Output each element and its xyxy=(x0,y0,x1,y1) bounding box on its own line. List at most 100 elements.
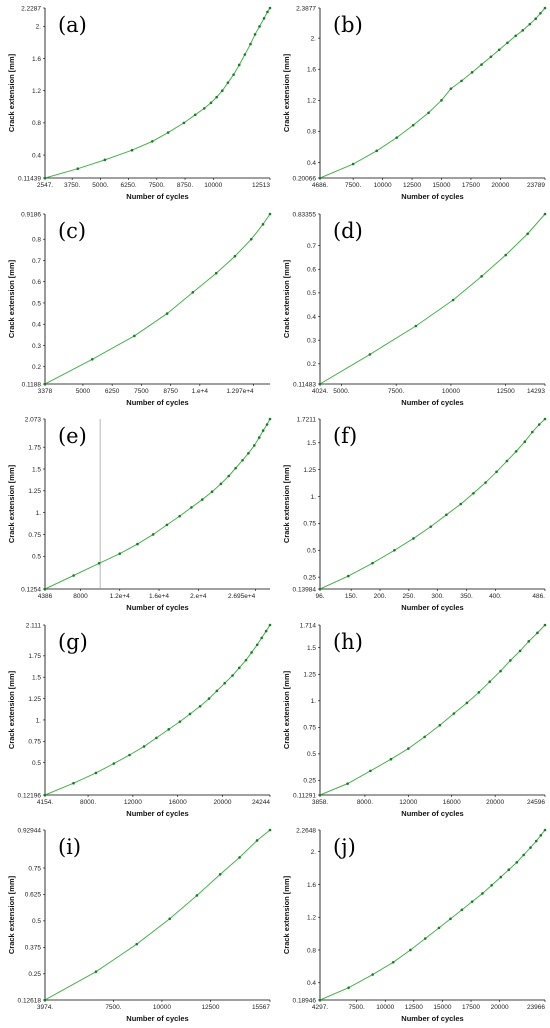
data-point xyxy=(470,71,474,74)
x-tick-label: 8000. xyxy=(357,799,373,806)
x-axis-title: Number of cycles xyxy=(401,809,463,818)
data-point xyxy=(427,111,430,115)
data-point xyxy=(518,649,522,653)
data-point xyxy=(521,29,525,32)
data-point xyxy=(527,639,531,643)
y-tick-label: 1.75 xyxy=(28,445,41,452)
x-axis-title: Number of cycles xyxy=(126,192,188,201)
x-tick-label: 24596 xyxy=(527,799,545,806)
x-tick-label: 12000 xyxy=(124,799,142,806)
x-tick-label: 12500 xyxy=(201,1004,219,1011)
y-tick-label: 0.4 xyxy=(32,152,41,159)
data-point xyxy=(460,79,463,83)
data-point xyxy=(346,574,350,578)
y-tick-label: 0.4 xyxy=(307,980,316,987)
x-tick-label: 23789 xyxy=(527,182,545,189)
y-tick-label: 1. xyxy=(36,510,42,517)
data-point xyxy=(534,17,538,21)
y-tick-label: 0.11439 xyxy=(18,175,41,182)
data-point xyxy=(543,417,547,421)
x-tick-label: 2.695e+4 xyxy=(228,593,256,600)
y-axis-title: Crack extension [mm] xyxy=(7,876,16,955)
series-line xyxy=(44,7,271,179)
x-tick-label: 1.6e+4 xyxy=(149,593,169,600)
data-point xyxy=(182,121,186,125)
data-point xyxy=(202,107,206,110)
data-point xyxy=(537,423,541,426)
data-point xyxy=(515,861,519,865)
data-point xyxy=(268,417,272,421)
x-tick-label: 1.297e+4 xyxy=(226,388,254,395)
x-tick-label: 17500 xyxy=(462,1004,480,1011)
y-axis-title: Crack extension [mm] xyxy=(7,53,16,132)
data-point xyxy=(168,917,172,921)
data-point xyxy=(260,636,263,640)
y-tick-label: 0.8 xyxy=(32,120,41,127)
x-tick-label: 3858. xyxy=(312,799,328,806)
data-point xyxy=(489,55,493,59)
data-point xyxy=(268,212,272,215)
y-axis-title: Crack extension [mm] xyxy=(282,670,291,749)
x-tick-label: 7500 xyxy=(134,388,149,395)
data-point xyxy=(346,782,349,785)
data-point xyxy=(514,450,518,453)
y-tick-label: 0.25 xyxy=(28,971,41,978)
data-point xyxy=(97,562,101,565)
y-tick-label: 0.83355 xyxy=(293,211,317,218)
data-point xyxy=(264,629,268,633)
y-tick-label: 1.6 xyxy=(307,882,316,889)
x-axis-title: Number of cycles xyxy=(126,603,188,612)
data-point xyxy=(395,136,399,139)
x-tick-label: 12513 xyxy=(252,182,270,189)
panel-label: (i) xyxy=(58,835,81,859)
y-tick-label: 1.5 xyxy=(307,440,316,447)
x-tick-label: 250. xyxy=(403,593,416,600)
data-point xyxy=(155,736,158,739)
panel-label: (d) xyxy=(333,219,363,243)
y-tick-label: 0.4 xyxy=(307,313,316,320)
y-tick-label: 0.2 xyxy=(307,361,316,368)
x-tick-label: 4024. xyxy=(312,388,328,395)
data-point xyxy=(347,986,350,990)
data-point xyxy=(351,162,355,166)
data-point xyxy=(214,271,218,275)
x-tick-label: 8000 xyxy=(73,593,88,600)
chart-panel: 0.18946 0.4 0.8 1.2 1.6 2. 2.2648 4297. 7500. 100… xyxy=(275,822,550,1028)
y-tick-label: 0.625 xyxy=(25,892,42,899)
data-point xyxy=(94,771,98,775)
y-tick-label: 2.2648 xyxy=(296,828,316,835)
data-point xyxy=(543,829,547,832)
y-tick-label: 2. xyxy=(311,35,317,42)
data-point xyxy=(440,99,443,102)
x-tick-label: 23966 xyxy=(527,1004,545,1011)
y-tick-label: 1.75 xyxy=(28,653,41,660)
y-tick-label: 2.2287 xyxy=(21,5,41,12)
y-tick-label: 0.5 xyxy=(307,751,316,758)
data-point xyxy=(252,444,256,447)
data-point xyxy=(318,382,322,385)
x-tick-label: 1.2e+4 xyxy=(110,593,130,600)
x-tick-label: 1.e+4 xyxy=(192,388,209,395)
y-tick-label: 2.073 xyxy=(25,416,42,423)
y-axis-title: Crack extension [mm] xyxy=(282,53,291,132)
x-tick-label: 4297. xyxy=(312,1004,328,1011)
y-tick-label: 1.2 xyxy=(32,88,41,95)
data-point xyxy=(437,926,441,930)
x-tick-label: 15000 xyxy=(432,182,450,189)
y-tick-label: 0.3 xyxy=(32,342,41,349)
data-point xyxy=(523,440,527,444)
data-point xyxy=(231,674,234,677)
data-point xyxy=(262,17,266,20)
data-point xyxy=(543,6,547,10)
y-tick-label: 0.75 xyxy=(303,724,316,731)
chart-panel: 0.11439 0.4 0.8 1.2 1.6 2. 2.2287 2547. 3750. 500… xyxy=(0,0,275,206)
x-tick-label: 24244 xyxy=(252,799,270,806)
data-point xyxy=(250,650,253,654)
data-point xyxy=(257,436,261,440)
x-tick-label: 10000 xyxy=(153,1004,171,1011)
y-tick-label: 0.11483 xyxy=(293,381,316,388)
y-tick-label: 1.25 xyxy=(303,467,316,474)
panel-label: (f) xyxy=(333,424,357,448)
data-point xyxy=(130,148,134,152)
data-point xyxy=(151,140,154,143)
